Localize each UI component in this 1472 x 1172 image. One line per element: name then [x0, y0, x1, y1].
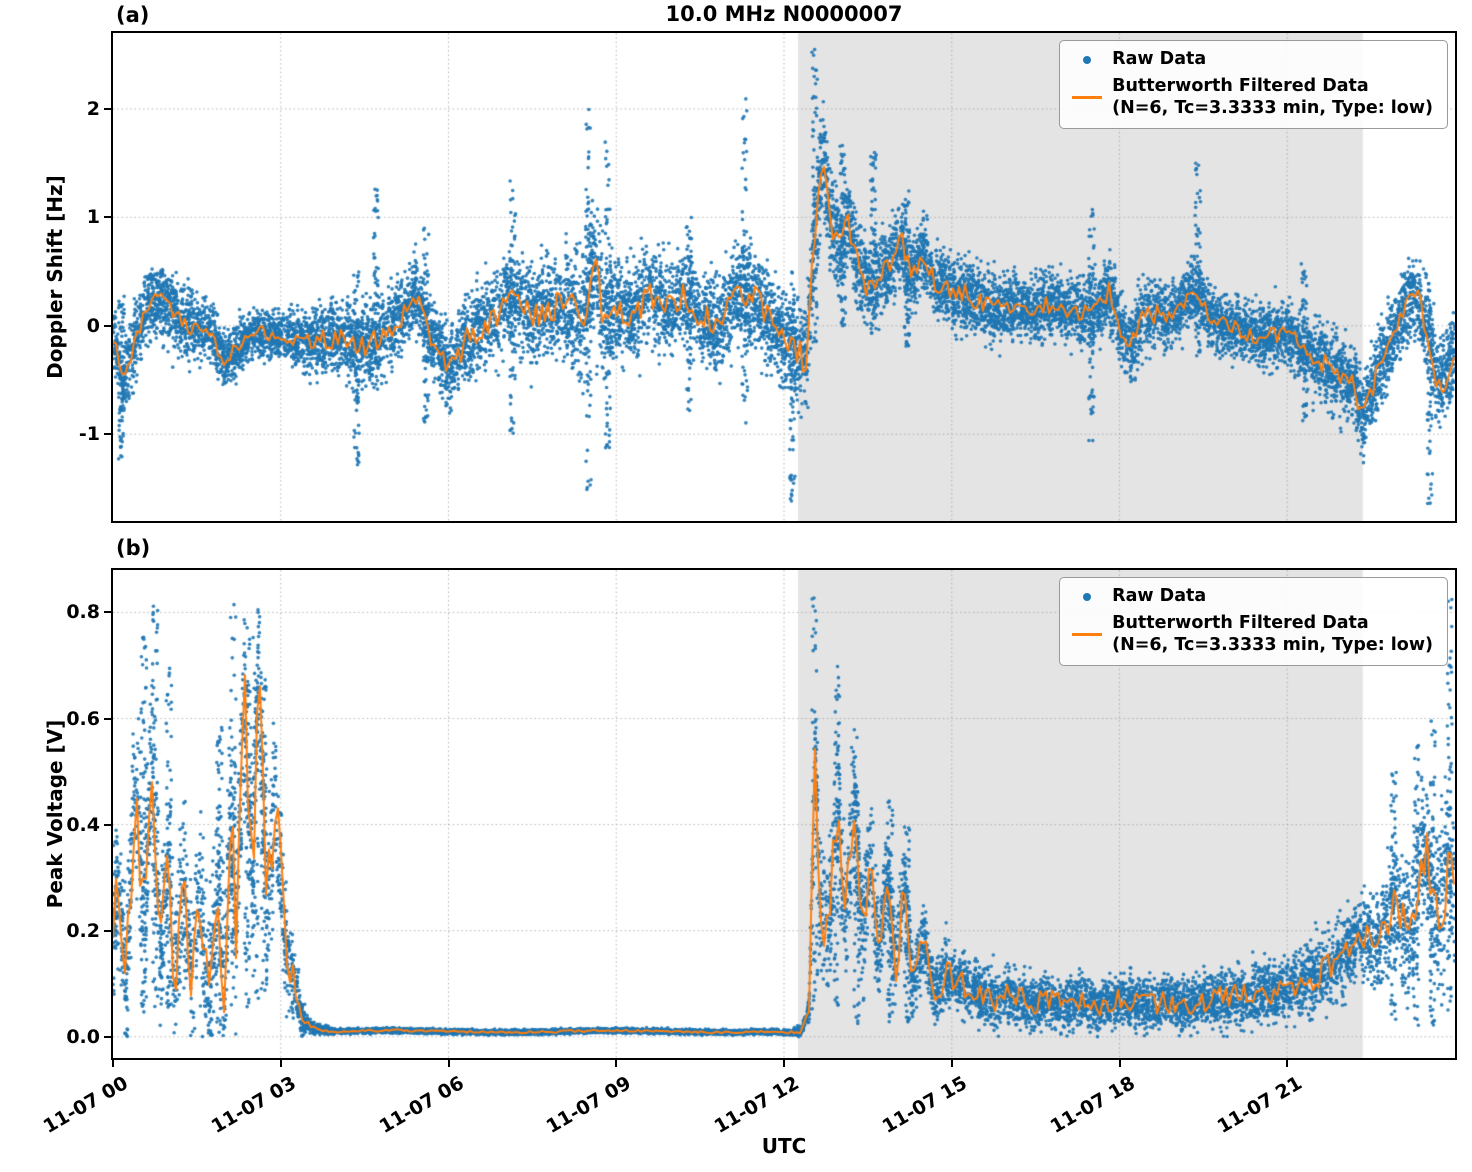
x-tick-label: 11-07 15 — [878, 1072, 971, 1138]
legend-filtered-label-line2: (N=6, Tc=3.3333 min, Type: low) — [1112, 97, 1433, 118]
legend-raw-entry: Raw Data — [1070, 586, 1433, 608]
legend-raw-label: Raw Data — [1112, 586, 1207, 606]
legend-filtered-entry: Butterworth Filtered Data (N=6, Tc=3.333… — [1070, 76, 1433, 120]
filtered-line-icon — [1072, 633, 1103, 637]
panel-b-axes: Raw Data Butterworth Filtered Data (N=6,… — [111, 568, 1457, 1060]
x-tick-label: 11-07 18 — [1046, 1072, 1139, 1138]
raw-data-marker — [1070, 55, 1104, 64]
y-tick-label: -1 — [78, 423, 100, 446]
raw-data-dot-icon — [1083, 55, 1092, 64]
legend-filtered-label-line1: Butterworth Filtered Data — [1112, 612, 1369, 633]
panel-a-ylabel: Doppler Shift [Hz] — [43, 175, 67, 379]
y-tick-mark — [104, 823, 111, 826]
y-tick-mark — [104, 929, 111, 932]
x-axis-label: UTC — [761, 1134, 807, 1158]
x-tick-mark — [1286, 1060, 1289, 1067]
x-tick-mark — [783, 1060, 785, 1067]
legend-filtered-label-line1: Butterworth Filtered Data — [1112, 75, 1369, 96]
panel-a-axes: Raw Data Butterworth Filtered Data (N=6,… — [111, 31, 1457, 523]
y-tick-label: 0.6 — [66, 707, 100, 730]
x-tick-label: 11-07 09 — [542, 1072, 636, 1138]
y-tick-label: 0.4 — [66, 813, 100, 836]
y-tick-mark — [104, 324, 111, 327]
x-tick-label: 11-07 03 — [207, 1072, 300, 1138]
panel-b-legend: Raw Data Butterworth Filtered Data (N=6,… — [1059, 577, 1448, 666]
chart-title: 10.0 MHz N0000007 — [665, 2, 903, 26]
x-tick-mark — [112, 1060, 114, 1067]
panel-b-ylabel: Peak Voltage [V] — [43, 719, 67, 909]
y-tick-label: 1 — [86, 206, 100, 229]
filtered-data-marker — [1070, 633, 1104, 637]
filtered-data-marker — [1070, 96, 1104, 100]
legend-raw-entry: Raw Data — [1070, 49, 1433, 71]
x-tick-label: 11-07 12 — [710, 1072, 803, 1138]
panel-a-label: (a) — [116, 3, 150, 27]
x-tick-mark — [950, 1060, 953, 1067]
x-tick-label: 11-07 06 — [375, 1072, 468, 1138]
y-tick-mark — [104, 717, 111, 720]
y-tick-mark — [104, 107, 111, 110]
filtered-line-icon — [1072, 96, 1103, 100]
x-tick-mark — [615, 1060, 618, 1067]
y-tick-label: 0 — [86, 314, 100, 337]
y-tick-mark — [104, 433, 111, 436]
y-tick-mark — [104, 1035, 111, 1038]
y-tick-label: 0.2 — [66, 919, 100, 942]
legend-filtered-label-line2: (N=6, Tc=3.3333 min, Type: low) — [1112, 634, 1433, 655]
legend-filtered-entry: Butterworth Filtered Data (N=6, Tc=3.333… — [1070, 613, 1433, 657]
legend-raw-label: Raw Data — [1112, 49, 1207, 69]
raw-data-marker — [1070, 592, 1104, 601]
y-tick-mark — [104, 216, 111, 219]
y-tick-label: 2 — [86, 97, 100, 120]
x-tick-mark — [447, 1060, 450, 1067]
x-tick-mark — [1118, 1060, 1121, 1067]
y-tick-mark — [104, 611, 111, 614]
panel-b-label: (b) — [116, 536, 151, 560]
legend-filtered-label: Butterworth Filtered Data (N=6, Tc=3.333… — [1112, 613, 1433, 657]
panel-a-legend: Raw Data Butterworth Filtered Data (N=6,… — [1059, 40, 1448, 129]
y-tick-label: 0.8 — [66, 601, 100, 624]
y-tick-label: 0.0 — [66, 1025, 100, 1048]
x-tick-label: 11-07 00 — [39, 1072, 132, 1138]
x-tick-mark — [279, 1060, 282, 1067]
legend-filtered-label: Butterworth Filtered Data (N=6, Tc=3.333… — [1112, 76, 1433, 120]
raw-data-dot-icon — [1083, 592, 1092, 601]
x-tick-label: 11-07 21 — [1213, 1072, 1307, 1138]
